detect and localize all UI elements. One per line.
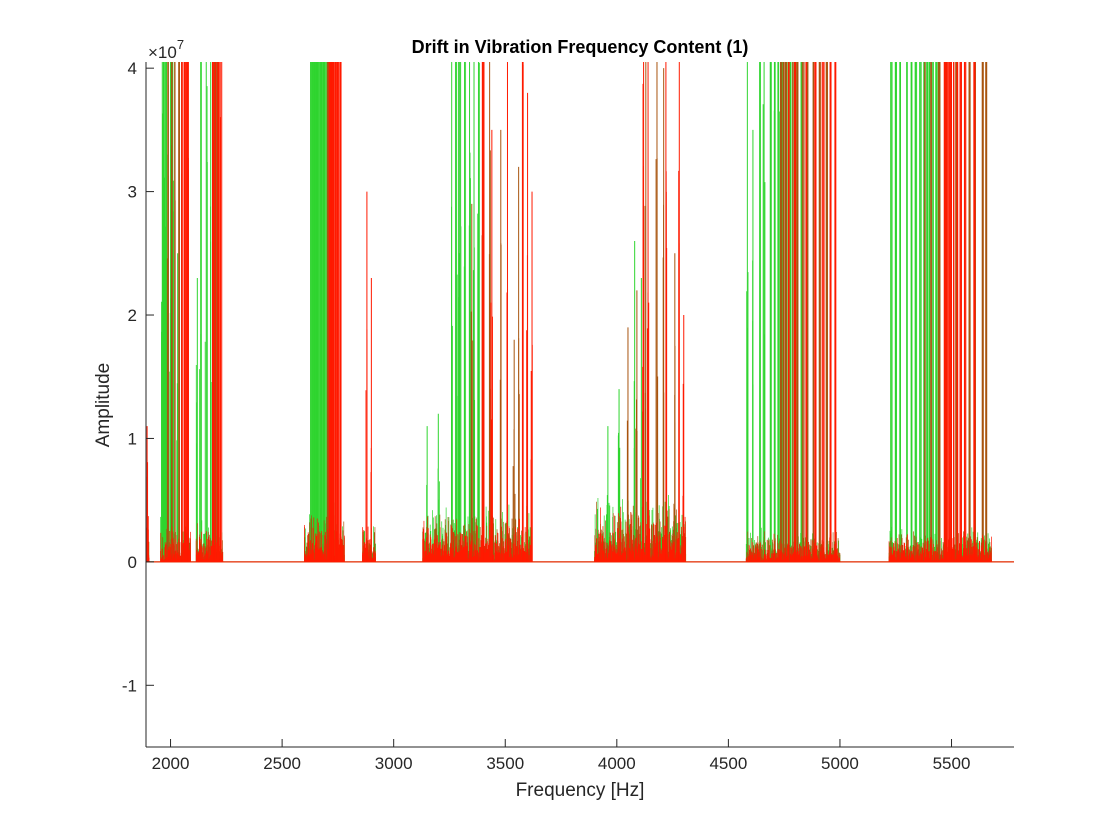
x-tick-label-4500: 4500: [709, 754, 747, 773]
y-tick-label-0: 0: [128, 553, 137, 572]
y-tick-label--1: -1: [122, 676, 137, 695]
x-tick-label-3500: 3500: [486, 754, 524, 773]
x-tick-label-2500: 2500: [263, 754, 301, 773]
axes-layer: 2000 2500 3000 3500 4000 4500 5000 5500 -1 0 1 2 3 4: [122, 59, 1014, 773]
y-axis-exponent-base: ×10: [148, 43, 177, 62]
y-tick-label-3: 3: [128, 183, 137, 202]
y-tick-label-4: 4: [128, 59, 137, 78]
x-tick-label-2000: 2000: [152, 754, 190, 773]
x-tick-label-3000: 3000: [375, 754, 413, 773]
plot-background: [146, 62, 1014, 747]
y-tick-label-1: 1: [128, 429, 137, 448]
y-tick-label-2: 2: [128, 306, 137, 325]
x-tick-label-5000: 5000: [821, 754, 859, 773]
series-1: [146, 62, 1014, 563]
chart-title: Drift in Vibration Frequency Content (1): [412, 37, 749, 57]
y-axis-label: Amplitude: [93, 363, 114, 448]
series-layer: [146, 62, 1014, 563]
y-axis-exponent: ×107: [148, 37, 184, 62]
x-axis-label: Frequency [Hz]: [516, 780, 645, 801]
x-tick-label-5500: 5500: [933, 754, 971, 773]
series-3: [146, 62, 1014, 563]
x-tick-label-4000: 4000: [598, 754, 636, 773]
y-axis-exponent-power: 7: [177, 37, 184, 52]
